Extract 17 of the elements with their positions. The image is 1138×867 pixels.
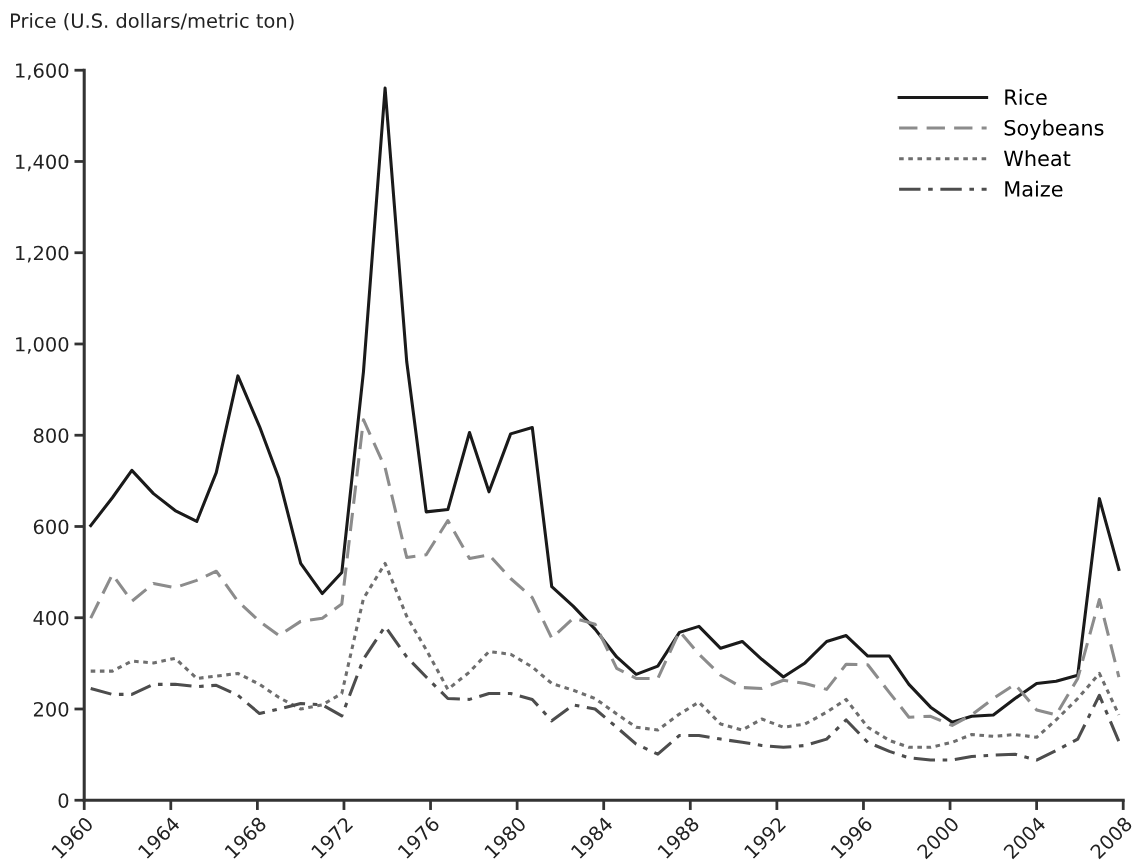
y-tick-label: 400 — [33, 610, 69, 626]
y-tick-label: 0 — [58, 793, 69, 808]
y-tick-label: 1,200 — [16, 245, 69, 263]
line-series — [89, 86, 1121, 724]
legend-label: Wheat — [1003, 150, 1071, 167]
y-tick-label: 800 — [33, 428, 69, 443]
y-tick-label: 1,400 — [16, 154, 69, 172]
y-tick-label: 600 — [33, 519, 69, 535]
legend-label: Maize — [1005, 180, 1063, 197]
line-series — [89, 561, 1121, 749]
y-tick-label: 200 — [33, 701, 69, 717]
legend-label: Soybeans — [1004, 119, 1104, 140]
legend-label: Rice — [1005, 88, 1047, 106]
y-axis-title: Price (U.S. dollars/metric ton) — [11, 13, 294, 31]
y-tick-label: 1,600 — [16, 63, 69, 80]
line-series — [89, 418, 1121, 727]
y-tick-label: 1,000 — [16, 336, 69, 354]
